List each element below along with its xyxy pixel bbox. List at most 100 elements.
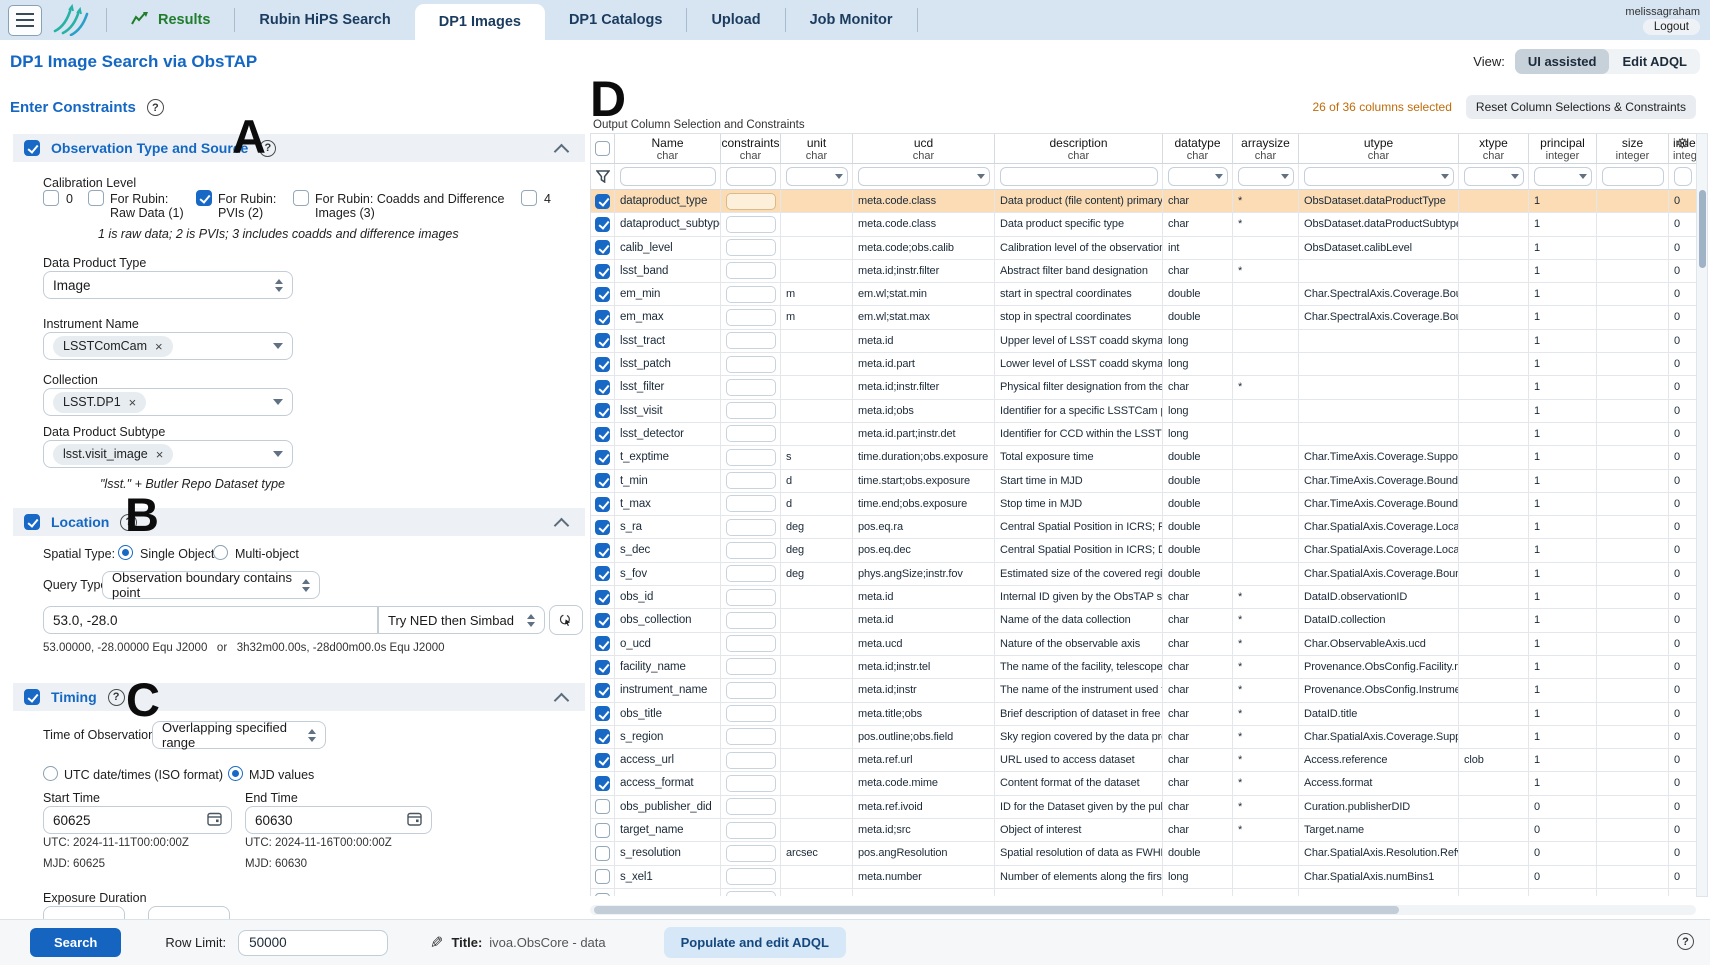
populate-adql-button[interactable]: Populate and edit ADQL: [664, 927, 846, 958]
calib-raw-checkbox[interactable]: [88, 190, 104, 206]
pencil-icon[interactable]: ✎: [430, 933, 443, 953]
row-checkbox[interactable]: [595, 683, 610, 698]
tab-rubin-hips-search[interactable]: Rubin HiPS Search: [235, 0, 414, 40]
column-header-description[interactable]: descriptionchar: [995, 134, 1163, 164]
row-checkbox[interactable]: [595, 566, 610, 581]
row-checkbox[interactable]: [595, 403, 610, 418]
row-checkbox[interactable]: [595, 264, 610, 279]
column-filter-input-utype[interactable]: [1304, 167, 1454, 186]
help-icon[interactable]: ?: [147, 99, 164, 116]
constraint-input[interactable]: [726, 635, 776, 652]
exposure-max-input[interactable]: [148, 906, 230, 920]
column-filter-input-arraysize[interactable]: [1238, 167, 1294, 186]
time-of-observation-select[interactable]: Overlapping specified range: [152, 721, 326, 749]
query-type-select[interactable]: Observation boundary contains point: [102, 571, 320, 599]
constraint-input[interactable]: [726, 822, 776, 839]
section-observation-type[interactable]: Observation Type and Source ?: [13, 134, 585, 162]
mjd-format-radio[interactable]: [228, 766, 243, 781]
row-checkbox[interactable]: [595, 287, 610, 302]
row-checkbox[interactable]: [595, 823, 610, 838]
row-checkbox[interactable]: [595, 590, 610, 605]
constraint-input[interactable]: [726, 705, 776, 722]
constraint-input[interactable]: [726, 868, 776, 885]
column-header-size[interactable]: sizeinteger: [1597, 134, 1669, 164]
row-checkbox[interactable]: [595, 729, 610, 744]
coordinates-input[interactable]: 53.0, -28.0: [43, 606, 378, 634]
calib-pvi-checkbox[interactable]: [196, 190, 212, 206]
column-header-ucd[interactable]: ucdchar: [853, 134, 995, 164]
calib-4-checkbox[interactable]: [521, 190, 537, 206]
row-checkbox[interactable]: [595, 520, 610, 535]
start-time-input[interactable]: 60625: [43, 806, 232, 834]
instrument-name-select[interactable]: LSSTComCam×: [43, 332, 293, 360]
tab-dp1-images[interactable]: DP1 Images: [415, 4, 545, 40]
subtype-chip[interactable]: lsst.visit_image×: [53, 444, 173, 465]
column-filter-input-constraints[interactable]: [726, 167, 776, 186]
horizontal-scrollbar[interactable]: [590, 905, 1696, 915]
constraint-input[interactable]: [726, 495, 776, 512]
row-limit-input[interactable]: 50000: [238, 930, 388, 956]
view-option-ui-assisted[interactable]: UI assisted: [1515, 49, 1610, 74]
constraint-input[interactable]: [726, 519, 776, 536]
row-checkbox[interactable]: [595, 497, 610, 512]
multi-object-radio[interactable]: [213, 545, 228, 560]
instrument-chip[interactable]: LSSTComCam×: [53, 336, 173, 357]
row-checkbox[interactable]: [595, 636, 610, 651]
single-object-radio[interactable]: [118, 545, 133, 560]
row-checkbox[interactable]: [595, 613, 610, 628]
row-checkbox[interactable]: [595, 450, 610, 465]
section-timing[interactable]: Timing ?: [13, 683, 585, 711]
constraint-input[interactable]: [726, 752, 776, 769]
column-filter-input-principal[interactable]: [1534, 167, 1592, 186]
chip-close-icon[interactable]: ×: [129, 396, 137, 409]
row-checkbox[interactable]: [595, 194, 610, 209]
row-checkbox[interactable]: [595, 357, 610, 372]
constraint-input[interactable]: [726, 356, 776, 373]
tab-results[interactable]: Results: [107, 0, 234, 40]
column-header-arraysize[interactable]: arraysizechar: [1233, 134, 1299, 164]
row-checkbox[interactable]: [595, 543, 610, 558]
collapse-chevron-icon[interactable]: [554, 693, 570, 709]
column-filter-input-unit[interactable]: [786, 167, 848, 186]
calib-coadds-checkbox[interactable]: [293, 190, 309, 206]
column-header-datatype[interactable]: datatypechar: [1163, 134, 1233, 164]
chip-close-icon[interactable]: ×: [155, 340, 163, 353]
constraint-input[interactable]: [726, 565, 776, 582]
column-filter-input-description[interactable]: [1000, 167, 1158, 186]
data-product-subtype-select[interactable]: lsst.visit_image×: [43, 440, 293, 468]
collapse-chevron-icon[interactable]: [554, 144, 570, 160]
reset-columns-button[interactable]: Reset Column Selections & Constraints: [1466, 95, 1696, 119]
row-checkbox[interactable]: [595, 660, 610, 675]
help-icon[interactable]: ?: [108, 689, 125, 706]
logout-button[interactable]: Logout: [1643, 19, 1700, 35]
row-checkbox[interactable]: [595, 706, 610, 721]
chip-close-icon[interactable]: ×: [156, 448, 164, 461]
tab-job-monitor[interactable]: Job Monitor: [786, 0, 917, 40]
row-checkbox[interactable]: [595, 846, 610, 861]
horizontal-scrollbar-thumb[interactable]: [594, 906, 1399, 914]
vertical-scrollbar[interactable]: [1696, 133, 1708, 897]
exposure-min-input[interactable]: [43, 906, 125, 920]
view-option-edit-adql[interactable]: Edit ADQL: [1609, 49, 1700, 74]
collection-select[interactable]: LSST.DP1×: [43, 388, 293, 416]
section-checkbox[interactable]: [24, 140, 40, 156]
constraint-input[interactable]: [726, 449, 776, 466]
constraint-input[interactable]: [726, 589, 776, 606]
constraint-input[interactable]: [726, 216, 776, 233]
tab-dp1-catalogs[interactable]: DP1 Catalogs: [545, 0, 686, 40]
column-header-xtype[interactable]: xtypechar: [1459, 134, 1529, 164]
column-header-unit[interactable]: unitchar: [781, 134, 853, 164]
column-header-name[interactable]: Namechar: [615, 134, 721, 164]
hamburger-menu-icon[interactable]: [8, 5, 42, 36]
row-checkbox[interactable]: [595, 799, 610, 814]
row-checkbox[interactable]: [595, 893, 610, 896]
row-checkbox[interactable]: [595, 473, 610, 488]
column-filter-input-name[interactable]: [620, 167, 716, 186]
help-icon[interactable]: ?: [1677, 933, 1694, 950]
constraint-input[interactable]: [726, 728, 776, 745]
section-checkbox[interactable]: [24, 689, 40, 705]
row-checkbox[interactable]: [595, 427, 610, 442]
constraint-input[interactable]: [726, 379, 776, 396]
utc-format-radio[interactable]: [43, 766, 58, 781]
select-all-checkbox[interactable]: [595, 141, 610, 156]
